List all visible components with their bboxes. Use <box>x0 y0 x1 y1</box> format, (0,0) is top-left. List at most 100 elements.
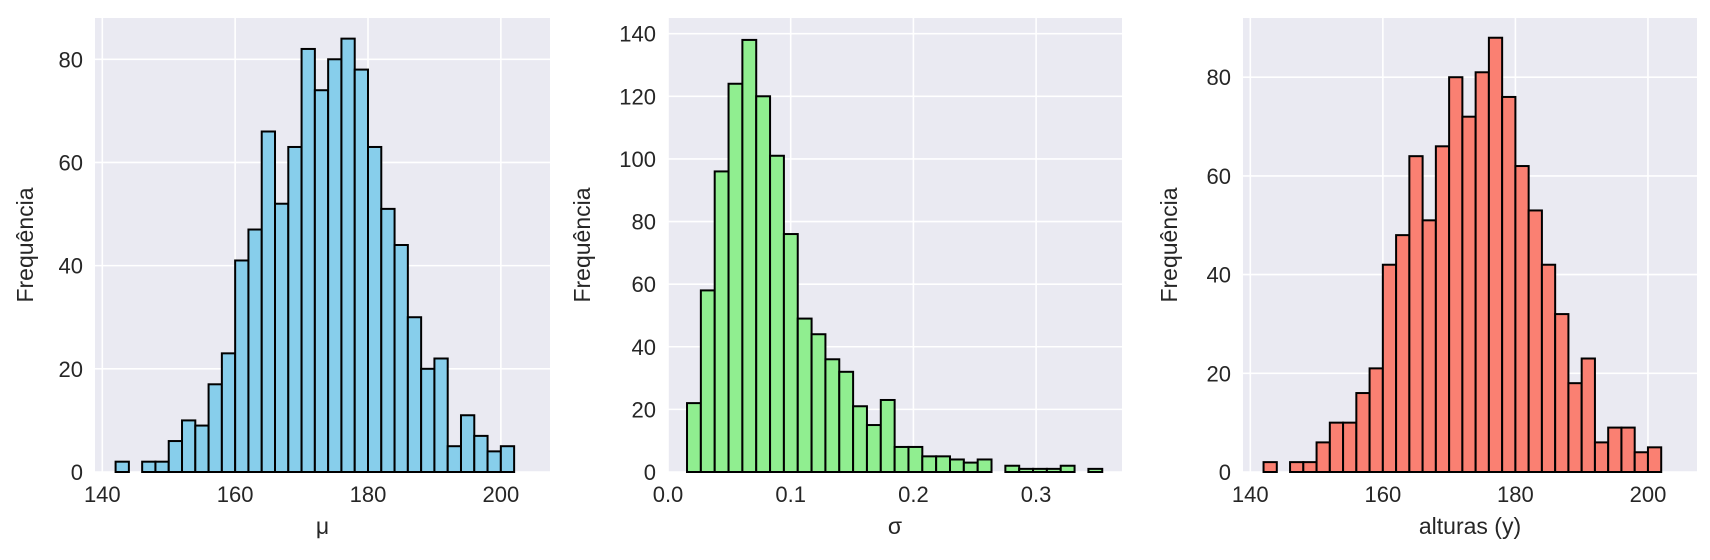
histogram-bar <box>114 460 130 474</box>
histogram-bar <box>287 145 303 474</box>
histogram-bar <box>1448 76 1464 474</box>
histogram-bar <box>921 455 938 473</box>
histogram-bar <box>220 352 237 473</box>
histogram-bar <box>367 145 383 474</box>
histogram-bar <box>247 228 263 473</box>
histogram-bar <box>486 450 502 474</box>
histogram-bar <box>686 402 702 474</box>
histogram-bar <box>154 460 170 474</box>
histogram-bar <box>393 244 409 473</box>
histogram-bar <box>1593 441 1610 473</box>
histogram-bar <box>446 445 462 474</box>
x-tick-label: 0.3 <box>1021 482 1052 507</box>
histogram-bar <box>727 82 744 474</box>
y-tick-label: 40 <box>632 335 656 360</box>
y-tick-label: 40 <box>59 254 83 279</box>
histogram-bar <box>1395 234 1411 473</box>
histogram-bar <box>1368 367 1384 473</box>
histogram-bar <box>879 398 896 473</box>
histogram-bar <box>1032 467 1048 473</box>
histogram-bar <box>1328 421 1345 473</box>
histogram-bar <box>699 289 716 473</box>
y-tick-label: 60 <box>1207 164 1231 189</box>
histogram-bar <box>755 95 772 474</box>
histogram-bar <box>810 333 827 474</box>
histogram-bar <box>796 317 813 473</box>
y-tick-label: 60 <box>59 150 83 175</box>
x-tick-label: 0.0 <box>653 482 684 507</box>
y-tick-label: 100 <box>619 147 656 172</box>
histogram-bar <box>499 445 516 474</box>
histogram-bar <box>907 445 924 473</box>
histogram-bar <box>234 259 250 473</box>
histogram-bar <box>1262 461 1278 473</box>
x-tick-label: 200 <box>482 482 519 507</box>
x-tick-label: 160 <box>217 482 254 507</box>
histogram-bar <box>260 130 277 473</box>
histogram-bar <box>1342 421 1358 473</box>
y-axis-label: Frequência <box>1156 187 1182 302</box>
histogram-bar <box>1461 115 1477 474</box>
histogram-bar <box>1567 382 1583 474</box>
x-tick-label: 200 <box>1630 482 1667 507</box>
histogram-bar <box>893 445 910 473</box>
y-tick-label: 0 <box>644 460 656 485</box>
y-tick-label: 20 <box>59 357 83 382</box>
panel-sigma: 0.0 0.1 0.2 0.3 0 20 40 60 80 100 120 140 σ Frequênci… <box>569 18 1122 539</box>
histogram-bar <box>782 233 799 473</box>
histogram-bar <box>865 424 882 474</box>
y-axis-label: Frequência <box>12 187 38 302</box>
histogram-bar <box>1434 145 1451 473</box>
histogram-bar <box>353 68 370 473</box>
histogram-bar <box>1381 263 1398 473</box>
histogram-bar <box>1087 467 1104 473</box>
x-tick-label: 0.2 <box>898 482 929 507</box>
histogram-bar <box>1527 209 1543 474</box>
histogram-bar <box>1315 441 1331 473</box>
histogram-bar <box>824 358 841 473</box>
x-tick-label: 180 <box>1497 482 1534 507</box>
histogram-bar <box>313 89 330 474</box>
histogram-bar <box>1580 357 1596 473</box>
histogram-bar <box>962 461 979 474</box>
histogram-bar <box>274 202 290 474</box>
histogram-bar <box>207 383 223 473</box>
histogram-bar <box>1302 461 1318 473</box>
histogram-bar <box>1421 219 1437 473</box>
x-tick-label: 0.1 <box>775 482 806 507</box>
histogram-bar <box>1620 426 1636 473</box>
histogram-bar <box>1474 71 1490 473</box>
histogram-bar <box>741 38 758 474</box>
y-tick-label: 80 <box>59 47 83 72</box>
histogram-bar <box>976 458 993 473</box>
histogram-bar <box>1501 95 1517 474</box>
histogram-bar <box>1646 446 1663 473</box>
x-tick-label: 180 <box>350 482 387 507</box>
histogram-bar <box>181 419 197 473</box>
histogram-bar <box>713 170 730 473</box>
histogram-bar <box>194 424 210 473</box>
y-tick-label: 120 <box>619 84 656 109</box>
histogram-bar <box>433 357 449 473</box>
histogram-bar <box>1408 155 1424 473</box>
histogram-bar <box>340 37 356 474</box>
histogram-bar <box>141 460 157 474</box>
histogram-bar <box>420 367 436 473</box>
histogram-bar <box>1045 467 1062 473</box>
histogram-bar <box>852 405 868 474</box>
histogram-bar <box>327 58 343 473</box>
histogram-bar <box>300 47 316 473</box>
y-tick-label: 60 <box>632 272 656 297</box>
histogram-bar <box>1607 426 1623 473</box>
histogram-bar <box>380 207 396 474</box>
histogram-bar <box>1355 392 1371 474</box>
y-tick-label: 0 <box>1219 460 1231 485</box>
y-tick-label: 40 <box>1207 263 1231 288</box>
histogram-bar <box>459 414 476 473</box>
histogram-bar <box>935 455 951 473</box>
x-tick-label: 140 <box>84 482 121 507</box>
histogram-bar <box>769 154 785 474</box>
histogram-bar <box>1289 461 1305 473</box>
